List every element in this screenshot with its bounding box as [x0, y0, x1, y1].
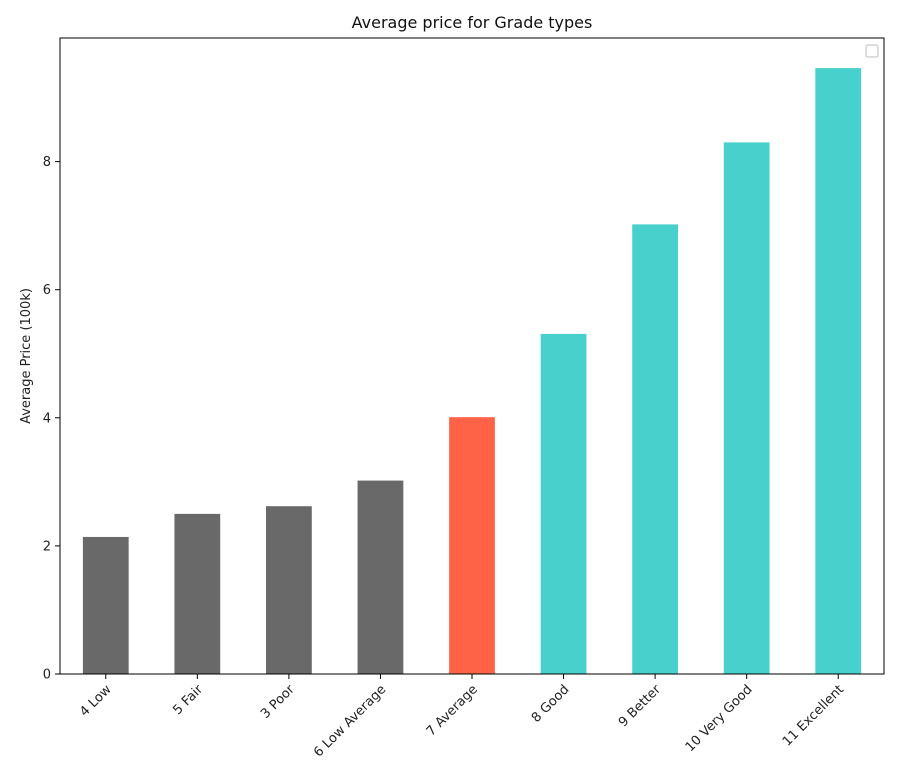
y-tick-label: 4: [43, 411, 51, 426]
y-tick-label: 8: [43, 155, 51, 170]
bar-3: [266, 506, 312, 674]
bar-7: [632, 224, 678, 674]
x-tick-label: 7 Average: [424, 682, 481, 739]
y-tick-label: 0: [43, 668, 51, 683]
x-axis: 4 Low 5 Fair 3 Poor 6 Low Average 7 Average 8…: [77, 674, 847, 760]
bar-1: [82, 536, 129, 674]
y-tick-label: 6: [43, 283, 51, 298]
bar-5: [449, 417, 495, 674]
x-tick-label: 9 Better: [616, 682, 664, 730]
x-tick-label: 5 Fair: [170, 682, 206, 718]
chart-title: Average price for Grade types: [352, 13, 593, 32]
bar-9: [815, 68, 862, 674]
x-tick-label: 4 Low: [77, 682, 115, 720]
bar-6: [540, 333, 587, 674]
y-axis-label: Average Price (100k): [19, 288, 34, 424]
bars-group: [82, 68, 862, 674]
x-tick-label: 3 Poor: [258, 682, 298, 722]
y-tick-label: 2: [43, 539, 51, 554]
x-tick-label: 10 Very Good: [683, 682, 756, 755]
bar-4: [357, 480, 404, 674]
x-tick-label: 11 Excellent: [780, 682, 847, 749]
y-axis: 0 2 4 6 8: [43, 155, 60, 683]
bar-2: [174, 513, 221, 674]
legend-box: [865, 44, 879, 58]
plot-frame: [59, 37, 885, 675]
x-tick-label: 6 Low Average: [311, 682, 389, 760]
bar-8: [723, 142, 770, 674]
x-tick-label: 8 Good: [529, 682, 573, 726]
